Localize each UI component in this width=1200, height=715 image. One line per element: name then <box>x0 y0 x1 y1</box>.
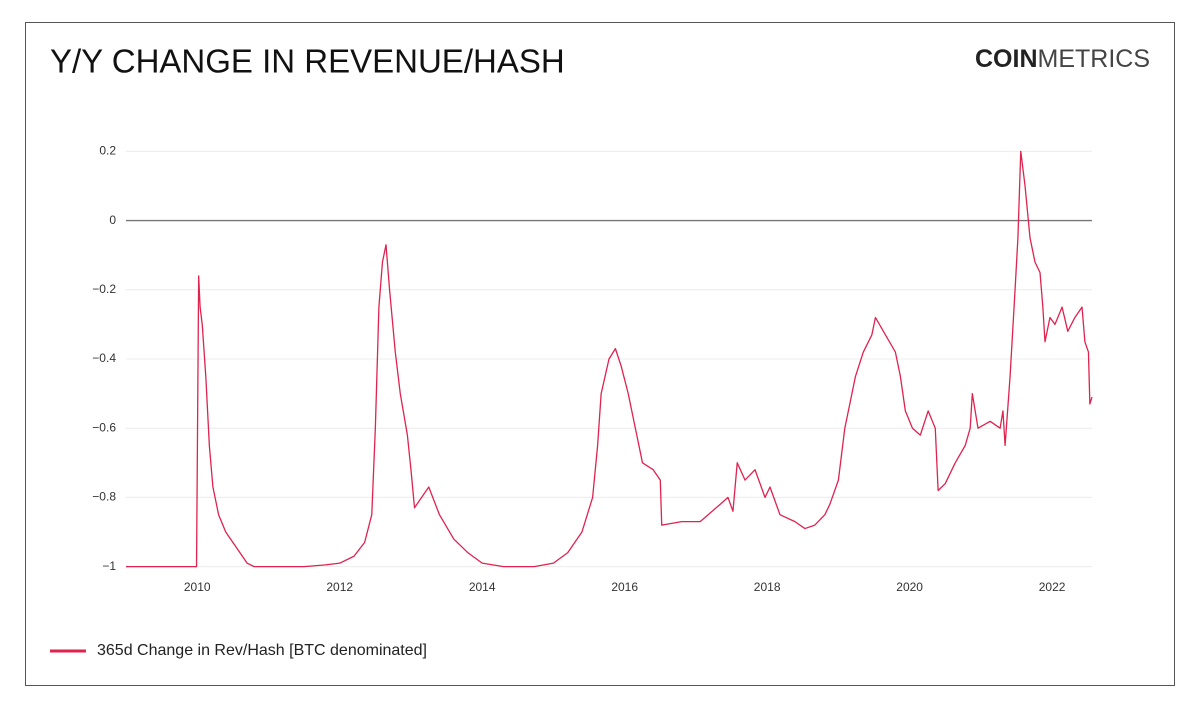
chart-title: Y/Y CHANGE IN REVENUE/HASH <box>50 43 565 80</box>
x-tick-label: 2012 <box>326 580 353 594</box>
x-tick-label: 2018 <box>754 580 781 594</box>
logo-light: METRICS <box>1038 45 1151 73</box>
x-tick-label: 2022 <box>1039 580 1066 594</box>
y-tick-label: −1 <box>102 559 116 573</box>
x-tick-label: 2014 <box>469 580 496 594</box>
legend-label: 365d Change in Rev/Hash [BTC denominated… <box>97 642 427 659</box>
logo-bold: COIN <box>975 45 1038 73</box>
y-tick-label: −0.2 <box>92 282 116 296</box>
logo: COINMETRICS <box>975 45 1150 73</box>
y-tick-label: −0.4 <box>92 351 116 365</box>
series-line <box>126 150 1093 568</box>
frame <box>25 22 1175 686</box>
x-tick-label: 2020 <box>896 580 923 594</box>
y-tick-label: 0.2 <box>99 144 116 158</box>
x-tick-label: 2016 <box>611 580 638 594</box>
x-tick-label: 2010 <box>184 580 211 594</box>
y-tick-label: −0.6 <box>92 420 116 434</box>
y-tick-label: 0 <box>109 213 116 227</box>
y-tick-label: −0.8 <box>92 490 116 504</box>
